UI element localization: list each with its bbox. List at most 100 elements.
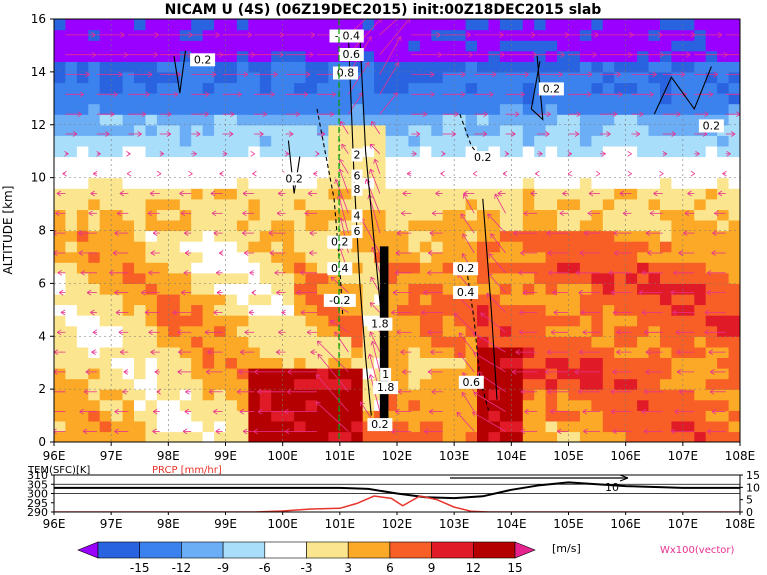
wind-vector-head bbox=[612, 369, 617, 375]
field-cell bbox=[111, 420, 124, 433]
field-cell bbox=[339, 325, 352, 337]
field-cell bbox=[671, 188, 684, 200]
contour-label: 8 bbox=[354, 183, 361, 196]
field-cell bbox=[317, 272, 329, 284]
contour-line bbox=[347, 34, 372, 416]
field-cell bbox=[419, 19, 432, 31]
tem-tick-label: 290 bbox=[27, 506, 48, 519]
field-cell bbox=[156, 124, 169, 136]
field-cell bbox=[614, 315, 627, 327]
field-cell bbox=[534, 315, 547, 327]
wind-vector-head bbox=[400, 349, 405, 355]
field-cell bbox=[671, 399, 684, 411]
field-cell bbox=[602, 61, 615, 73]
field-cell bbox=[591, 114, 604, 126]
wind-vector bbox=[488, 253, 506, 274]
field-cell bbox=[145, 262, 158, 274]
field-cell bbox=[442, 431, 455, 442]
field-cell bbox=[339, 188, 352, 200]
field-cell bbox=[717, 368, 730, 380]
field-cell bbox=[328, 135, 341, 147]
field-cell bbox=[99, 167, 112, 179]
field-cell bbox=[545, 209, 558, 221]
field-cell bbox=[499, 40, 512, 52]
field-cell bbox=[76, 315, 89, 327]
field-cell bbox=[339, 410, 352, 422]
field-cell bbox=[362, 272, 375, 284]
field-cell bbox=[694, 357, 707, 369]
field-cell bbox=[602, 315, 615, 327]
field-cell bbox=[442, 188, 455, 200]
field-cell bbox=[534, 114, 547, 126]
field-cell bbox=[682, 40, 695, 52]
field-cell bbox=[111, 167, 124, 179]
field-cell bbox=[465, 389, 478, 401]
field-cell bbox=[305, 61, 318, 73]
field-cell bbox=[339, 219, 352, 232]
wind-vector-head bbox=[658, 32, 663, 38]
field-cell bbox=[568, 315, 581, 327]
field-cell bbox=[579, 399, 592, 411]
field-cell bbox=[168, 177, 181, 189]
field-cell bbox=[419, 167, 432, 179]
wind-vector-head bbox=[472, 170, 478, 177]
field-cell bbox=[660, 399, 672, 411]
wind-vector-head bbox=[262, 111, 268, 118]
field-cell bbox=[442, 177, 455, 189]
field-cell bbox=[317, 124, 329, 136]
field-cell bbox=[236, 40, 249, 52]
x-tick-label: 104E bbox=[496, 517, 527, 531]
field-cell bbox=[214, 71, 227, 84]
field-cell bbox=[579, 71, 592, 84]
field-cell bbox=[728, 410, 740, 422]
field-cell bbox=[728, 293, 740, 306]
field-cell bbox=[202, 198, 215, 210]
field-cell bbox=[454, 124, 467, 136]
field-cell bbox=[568, 103, 581, 115]
field-cell bbox=[522, 272, 535, 284]
field-cell bbox=[259, 156, 272, 168]
field-cell bbox=[442, 71, 455, 84]
field-cell bbox=[294, 230, 307, 242]
field-cell bbox=[614, 262, 627, 274]
field-cell bbox=[202, 230, 215, 242]
contour-label: 1.8 bbox=[371, 318, 389, 331]
field-cell bbox=[442, 357, 455, 369]
field-cell bbox=[214, 167, 227, 179]
wind-vector-head bbox=[550, 408, 555, 415]
field-cell bbox=[328, 431, 341, 442]
field-cell bbox=[534, 40, 547, 52]
field-cell bbox=[637, 410, 650, 422]
wind-vector-head bbox=[92, 170, 98, 177]
field-cell bbox=[637, 357, 650, 369]
field-cell bbox=[145, 431, 158, 442]
field-cell bbox=[522, 167, 535, 179]
wind-vector-head bbox=[606, 131, 611, 137]
field-cell bbox=[317, 50, 329, 62]
wind-vector-head bbox=[548, 269, 553, 276]
field-cell bbox=[545, 399, 558, 411]
field-cell bbox=[671, 50, 684, 62]
field-cell bbox=[317, 114, 329, 126]
field-cell bbox=[134, 40, 146, 52]
field-cell bbox=[385, 188, 398, 200]
field-cell bbox=[374, 124, 387, 136]
field-cell bbox=[694, 40, 707, 52]
field-cell bbox=[557, 357, 570, 369]
field-cell bbox=[305, 93, 318, 105]
field-cell bbox=[625, 357, 638, 369]
field-cell bbox=[431, 251, 444, 263]
field-cell bbox=[545, 93, 558, 105]
field-cell bbox=[214, 145, 227, 158]
field-cell bbox=[351, 19, 364, 31]
field-cell bbox=[259, 262, 272, 274]
field-cell bbox=[511, 135, 524, 147]
field-cell bbox=[728, 156, 740, 168]
field-cell bbox=[362, 410, 375, 422]
field-cell bbox=[214, 251, 227, 263]
wind-vector-head bbox=[522, 289, 528, 296]
field-cell bbox=[602, 188, 615, 200]
contour-label: 2 bbox=[354, 149, 361, 162]
field-cell bbox=[682, 135, 695, 147]
field-cell bbox=[225, 230, 238, 242]
